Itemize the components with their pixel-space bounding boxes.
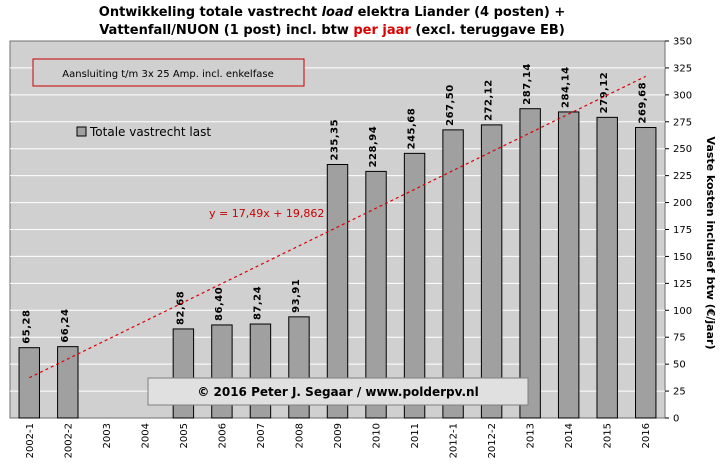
y-tick-label-325: 325: [673, 63, 692, 74]
trendline: [29, 75, 646, 379]
legend-label: Totale vastrecht last: [89, 125, 211, 139]
title-line-1-part-0: Ontwikkeling totale vastrecht: [99, 5, 322, 20]
data-label-2010: 228,94: [368, 126, 379, 168]
x-tick-label-2010: 2010: [372, 423, 383, 448]
note-box: Aansluiting t/m 3x 25 Amp. incl. enkelfa…: [32, 58, 305, 87]
y-tick-label-25: 25: [673, 387, 686, 398]
bar-2014: [557, 111, 580, 419]
credit-text: © 2016 Peter J. Segaar / www.polderpv.nl: [197, 385, 478, 399]
x-tick-label-2011: 2011: [410, 423, 421, 448]
y-tick-label-125: 125: [673, 279, 692, 290]
data-labels: 65,28 66,24 82,68 86,40 87,24 93,91 235,35 228,…: [21, 63, 648, 344]
x-tick-label-2002-1: 2002-1: [25, 423, 36, 458]
data-label-2012-1: 267,50: [445, 84, 456, 126]
data-label-2002-2: 66,24: [60, 309, 71, 343]
bar-2013: [519, 108, 541, 419]
bar-2012-1: [442, 129, 464, 419]
trendline-group: [29, 75, 646, 379]
x-tick-label-2006: 2006: [217, 423, 228, 448]
y-tick-label-150: 150: [673, 252, 692, 263]
title-line-1-part-2: elektra Liander (4 posten) +: [353, 5, 565, 20]
credit-box: © 2016 Peter J. Segaar / www.polderpv.nl: [147, 377, 529, 406]
data-label-2014: 284,14: [561, 66, 572, 108]
data-label-2006: 86,40: [214, 287, 225, 321]
data-label-2002-1: 65,28: [21, 310, 32, 344]
y-tick-label-225: 225: [673, 171, 692, 182]
x-tick-label-2016: 2016: [641, 423, 652, 448]
bars: [18, 108, 657, 419]
y-tick-label-275: 275: [673, 117, 692, 128]
y-tick-label-75: 75: [673, 333, 686, 344]
data-label-2013: 287,14: [522, 63, 533, 105]
chart-title-line-2: Vattenfall/NUON (1 post) incl. btw per j…: [99, 23, 565, 38]
data-label-2016: 269,68: [638, 82, 649, 124]
x-axis-ticks: 2002-1 2002-2 2003 2004 2005 2006 2007 2008 2009…: [25, 423, 652, 458]
x-tick-label-2012-1: 2012-1: [449, 423, 460, 458]
x-tick-label-2014: 2014: [564, 423, 575, 448]
x-tick-label-2015: 2015: [603, 423, 614, 448]
data-label-2007: 87,24: [252, 286, 263, 320]
bar-2009: [326, 163, 349, 419]
data-label-2012-2: 272,12: [484, 79, 495, 121]
data-label-2011: 245,68: [407, 108, 418, 150]
x-tick-label-2004: 2004: [140, 423, 151, 448]
data-label-2009: 235,35: [330, 119, 341, 161]
data-label-2015: 279,12: [599, 72, 610, 114]
data-label-2005: 82,68: [175, 291, 186, 325]
y-axis-label: Vaste kosten inclusief btw (€/jaar): [704, 137, 717, 350]
trendline-equation: y = 17,49x + 19,862: [209, 207, 324, 220]
bar-2002-2: [57, 346, 79, 419]
y-tick-label-175: 175: [673, 225, 692, 236]
x-tick-label-2002-2: 2002-2: [63, 423, 74, 458]
credit-box-frame: [147, 377, 529, 406]
y-tick-label-0: 0: [673, 414, 679, 425]
note-box-frame: [32, 58, 305, 87]
bar-2010: [365, 170, 387, 419]
y-tick-label-100: 100: [673, 306, 692, 317]
x-tick-label-2007: 2007: [256, 423, 267, 448]
title-line-2-part-2: (excl. teruggave EB): [411, 23, 565, 38]
legend-swatch: [76, 126, 87, 137]
bar-2015: [596, 116, 618, 419]
bar-2011: [403, 152, 426, 419]
y-tick-label-50: 50: [673, 360, 686, 371]
data-label-2008: 93,91: [291, 279, 302, 313]
y-tick-label-250: 250: [673, 144, 692, 155]
x-tick-label-2008: 2008: [294, 423, 305, 448]
bar-2002-1: [18, 347, 40, 419]
y-tick-label-200: 200: [673, 198, 692, 209]
x-tick-label-2012-2: 2012-2: [487, 423, 498, 458]
x-tick-label-2013: 2013: [526, 423, 537, 448]
y-axis-ticks: 0 25 50 75 100 125 150 175 200 225 250 275 300 325 350: [665, 37, 692, 425]
x-tick-label-2009: 2009: [333, 423, 344, 448]
x-tick-label-2005: 2005: [179, 423, 190, 448]
chart-title-line-1: Ontwikkeling totale vastrecht load elekt…: [99, 5, 565, 20]
title-line-1-part-1: load: [322, 5, 354, 20]
title-line-2-part-1: per jaar: [353, 23, 411, 38]
note-text: Aansluiting t/m 3x 25 Amp. incl. enkelfa…: [62, 69, 273, 80]
y-tick-label-300: 300: [673, 90, 692, 101]
bar-2012-2: [480, 124, 503, 419]
bar-2016: [635, 127, 657, 419]
y-tick-label-350: 350: [673, 37, 692, 48]
legend: Totale vastrecht last: [76, 125, 211, 139]
title-line-2-part-0: Vattenfall/NUON (1 post) incl. btw: [99, 23, 353, 38]
x-tick-label-2003: 2003: [102, 423, 113, 448]
